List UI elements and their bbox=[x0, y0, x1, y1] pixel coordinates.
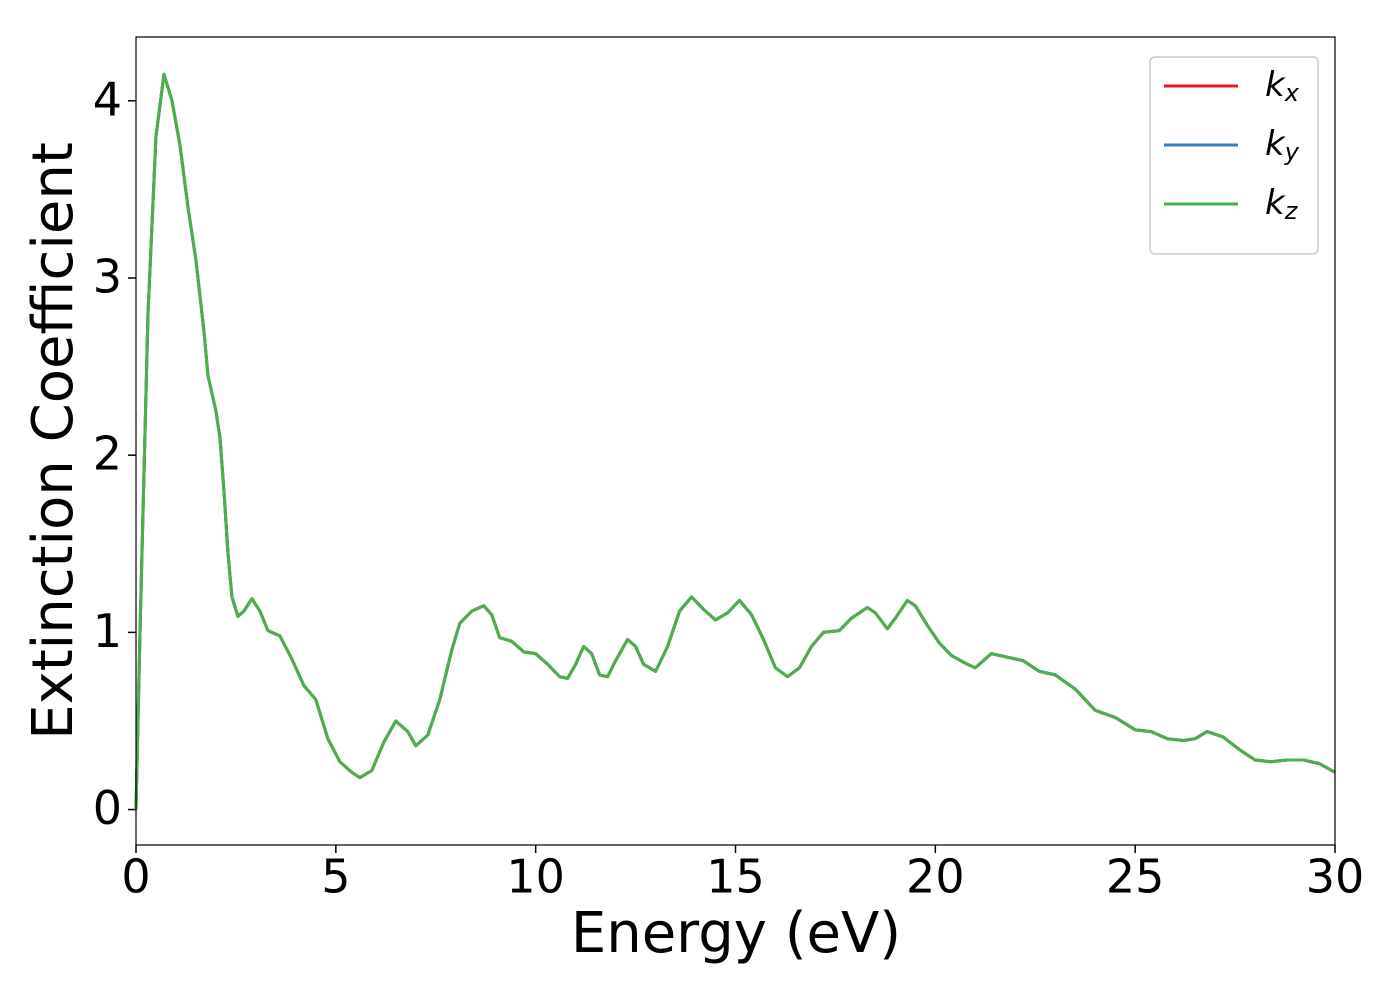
y-tick-label: 4 bbox=[93, 72, 122, 126]
x-tick-label: 25 bbox=[1106, 850, 1165, 904]
legend-label: ky bbox=[1265, 124, 1300, 167]
legend-label: kx bbox=[1265, 65, 1300, 108]
y-tick-label: 3 bbox=[93, 249, 122, 303]
x-tick-label: 0 bbox=[121, 850, 150, 904]
x-tick-label: 10 bbox=[506, 850, 565, 904]
x-axis-label: Energy (eV) bbox=[571, 901, 901, 966]
x-tick-label: 15 bbox=[706, 850, 765, 904]
series-line bbox=[134, 72, 1336, 810]
y-tick-label: 0 bbox=[93, 781, 122, 835]
legend-label: kz bbox=[1265, 183, 1299, 226]
y-axis-label: Extinction Coefficient bbox=[21, 142, 86, 740]
x-tick-label: 30 bbox=[1306, 850, 1365, 904]
y-tick-label: 2 bbox=[93, 427, 122, 481]
plot-frame bbox=[135, 36, 1336, 846]
y-tick-label: 1 bbox=[93, 604, 122, 658]
x-tick-label: 5 bbox=[321, 850, 350, 904]
x-tick-label: 20 bbox=[906, 850, 965, 904]
